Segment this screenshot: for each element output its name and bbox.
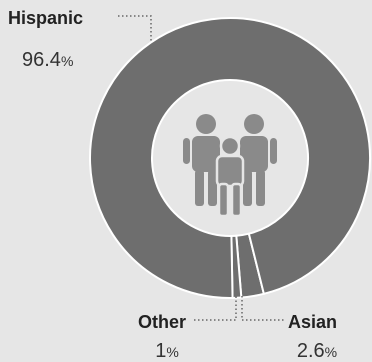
label-other: Other (138, 312, 186, 332)
value-asian: 2.6% (297, 340, 337, 362)
slice-hispanic (89, 17, 371, 299)
leader-line-asian (241, 296, 284, 321)
value-other: 1% (155, 340, 179, 362)
percent-unit: % (325, 344, 337, 360)
percent-unit: % (166, 344, 178, 360)
leader-line-other (194, 296, 237, 321)
leader-line-hispanic (118, 15, 152, 42)
label-hispanic: Hispanic (8, 8, 83, 28)
label-asian: Asian (288, 312, 337, 332)
value-hispanic: 96.4% (22, 49, 73, 71)
family-icon (183, 114, 277, 218)
donut-slices (89, 17, 371, 299)
percent-unit: % (61, 53, 73, 69)
